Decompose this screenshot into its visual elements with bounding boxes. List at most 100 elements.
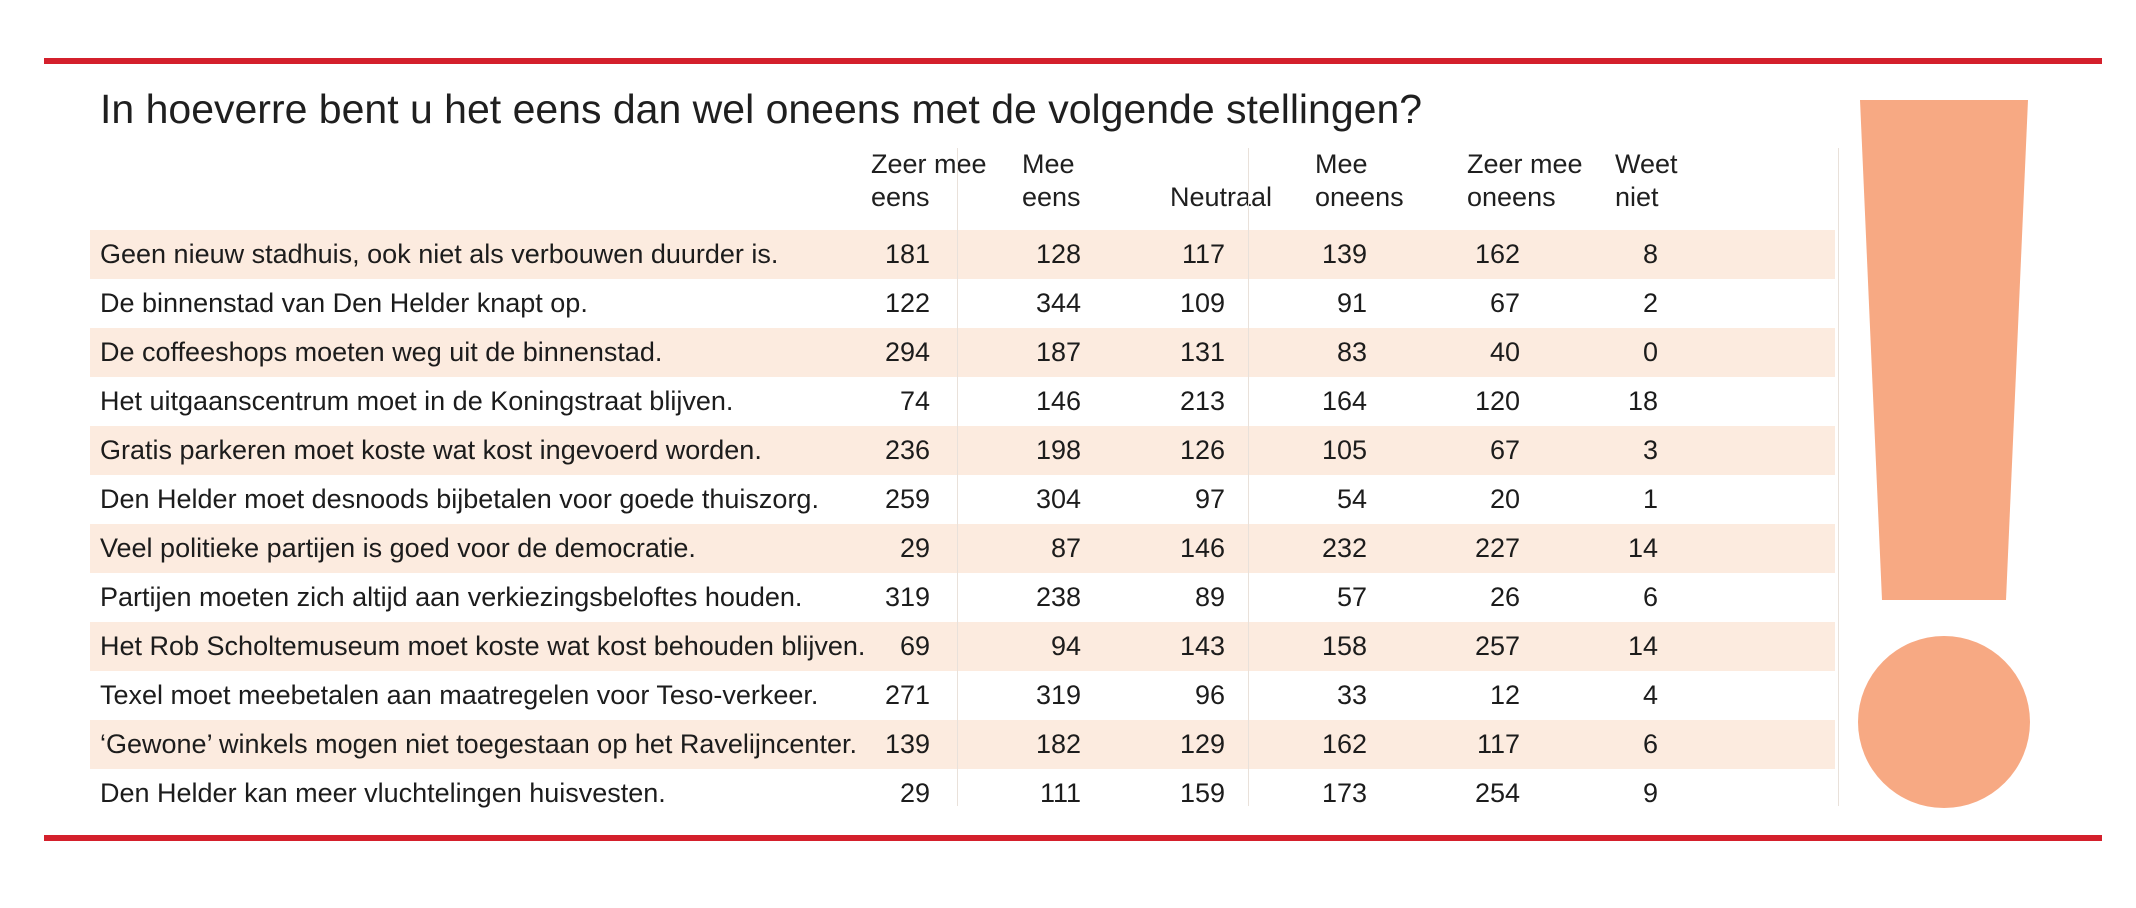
- value-cell: 173: [1321, 778, 1367, 808]
- value-cell: 162: [1474, 239, 1520, 269]
- value-cell: 344: [1035, 288, 1081, 318]
- value-cell: 57: [1336, 582, 1367, 612]
- column-header-line2: Neutraal: [1170, 182, 1273, 212]
- value-cell: 105: [1321, 435, 1367, 465]
- value-cell: 187: [1035, 337, 1081, 367]
- value-cell: 146: [1035, 386, 1081, 416]
- column-header: Weet niet: [1615, 148, 1678, 214]
- value-cell: 213: [1179, 386, 1225, 416]
- statement-label: De binnenstad van Den Helder knapt op.: [100, 288, 588, 318]
- column-header-line2: oneens: [1315, 182, 1404, 212]
- value-cell: 254: [1474, 778, 1520, 808]
- value-cell: 87: [1050, 533, 1081, 563]
- value-cell: 259: [884, 484, 930, 514]
- value-cell: 69: [899, 631, 930, 661]
- column-header-line1: Zeer mee: [1467, 149, 1583, 179]
- table-row: Den Helder moet desnoods bijbetalen voor…: [90, 475, 1835, 524]
- column-header-line2: niet: [1615, 182, 1659, 212]
- statement-label: Den Helder moet desnoods bijbetalen voor…: [100, 484, 819, 514]
- table-body: Geen nieuw stadhuis, ook niet als verbou…: [90, 230, 1835, 818]
- value-cell: 4: [1642, 680, 1658, 710]
- value-cell: 67: [1489, 288, 1520, 318]
- value-cell: 40: [1489, 337, 1520, 367]
- statement-label: Den Helder kan meer vluchtelingen huisve…: [100, 778, 666, 808]
- value-cell: 8: [1642, 239, 1658, 269]
- survey-table: Zeer mee eens Mee eens Neutraal Mee oneens Zee…: [90, 148, 1835, 818]
- value-cell: 109: [1179, 288, 1225, 318]
- value-cell: 94: [1050, 631, 1081, 661]
- value-cell: 139: [1321, 239, 1367, 269]
- column-header-line2: oneens: [1467, 182, 1556, 212]
- statement-label: De coffeeshops moeten weg uit de binnens…: [100, 337, 663, 367]
- statement-label: Gratis parkeren moet koste wat kost inge…: [100, 435, 762, 465]
- table-row: Geen nieuw stadhuis, ook niet als verbou…: [90, 230, 1835, 279]
- value-cell: 319: [1035, 680, 1081, 710]
- table-row: De binnenstad van Den Helder knapt op. 12…: [90, 279, 1835, 328]
- value-cell: 9: [1642, 778, 1658, 808]
- column-header-line1: Mee: [1022, 149, 1075, 179]
- value-cell: 2: [1642, 288, 1658, 318]
- value-cell: 129: [1179, 729, 1225, 759]
- column-header-line2: eens: [871, 182, 930, 212]
- column-separator: [957, 148, 958, 806]
- value-cell: 117: [1181, 239, 1225, 269]
- table-row: Het Rob Scholtemuseum moet koste wat kos…: [90, 622, 1835, 671]
- value-cell: 158: [1321, 631, 1367, 661]
- table-row: De coffeeshops moeten weg uit de binnens…: [90, 328, 1835, 377]
- value-cell: 3: [1642, 435, 1658, 465]
- column-header: Mee oneens: [1315, 148, 1404, 214]
- column-header-line2: eens: [1022, 182, 1081, 212]
- statement-label: Het Rob Scholtemuseum moet koste wat kos…: [100, 631, 866, 661]
- value-cell: 1: [1642, 484, 1658, 514]
- statement-label: Geen nieuw stadhuis, ook niet als verbou…: [100, 239, 779, 269]
- value-cell: 0: [1642, 337, 1658, 367]
- column-header: Zeer mee eens: [871, 148, 987, 214]
- value-cell: 97: [1194, 484, 1225, 514]
- column-separator: [1838, 148, 1839, 806]
- value-cell: 304: [1035, 484, 1081, 514]
- value-cell: 164: [1321, 386, 1367, 416]
- value-cell: 143: [1179, 631, 1225, 661]
- value-cell: 227: [1474, 533, 1520, 563]
- value-cell: 33: [1336, 680, 1367, 710]
- table-row: Veel politieke partijen is goed voor de …: [90, 524, 1835, 573]
- value-cell: 146: [1179, 533, 1225, 563]
- column-header-line1: Zeer mee: [871, 149, 987, 179]
- value-cell: 96: [1194, 680, 1225, 710]
- table-row: Texel moet meebetalen aan maatregelen vo…: [90, 671, 1835, 720]
- value-cell: 131: [1179, 337, 1225, 367]
- column-separator: [1248, 148, 1249, 806]
- value-cell: 162: [1321, 729, 1367, 759]
- value-cell: 89: [1194, 582, 1225, 612]
- statement-label: Partijen moeten zich altijd aan verkiezi…: [100, 582, 803, 612]
- column-header: Zeer mee oneens: [1467, 148, 1583, 214]
- value-cell: 29: [899, 778, 930, 808]
- chart-title: In hoeverre bent u het eens dan wel onee…: [100, 86, 1423, 132]
- value-cell: 26: [1489, 582, 1520, 612]
- statement-label: Veel politieke partijen is goed voor de …: [100, 533, 696, 563]
- value-cell: 182: [1035, 729, 1081, 759]
- column-header-line1: Weet: [1615, 149, 1678, 179]
- value-cell: 111: [1039, 778, 1081, 808]
- value-cell: 91: [1336, 288, 1367, 318]
- table-row: ‘Gewone’ winkels mogen niet toegestaan o…: [90, 720, 1835, 769]
- column-header: Mee eens: [1022, 148, 1081, 214]
- statement-label: Texel moet meebetalen aan maatregelen vo…: [100, 680, 819, 710]
- value-cell: 83: [1336, 337, 1367, 367]
- value-cell: 181: [884, 239, 930, 269]
- value-cell: 14: [1627, 631, 1658, 661]
- table-header: Zeer mee eens Mee eens Neutraal Mee oneens Zee…: [90, 148, 1835, 230]
- value-cell: 18: [1627, 386, 1658, 416]
- exclamation-dot: [1858, 636, 2030, 808]
- value-cell: 159: [1179, 778, 1225, 808]
- value-cell: 74: [899, 386, 930, 416]
- value-cell: 238: [1035, 582, 1081, 612]
- bottom-red-rule: [44, 835, 2102, 841]
- column-header: Neutraal: [1170, 148, 1272, 214]
- value-cell: 29: [899, 533, 930, 563]
- value-cell: 14: [1627, 533, 1658, 563]
- value-cell: 198: [1035, 435, 1081, 465]
- statement-label: ‘Gewone’ winkels mogen niet toegestaan o…: [100, 729, 857, 759]
- value-cell: 126: [1179, 435, 1225, 465]
- value-cell: 67: [1489, 435, 1520, 465]
